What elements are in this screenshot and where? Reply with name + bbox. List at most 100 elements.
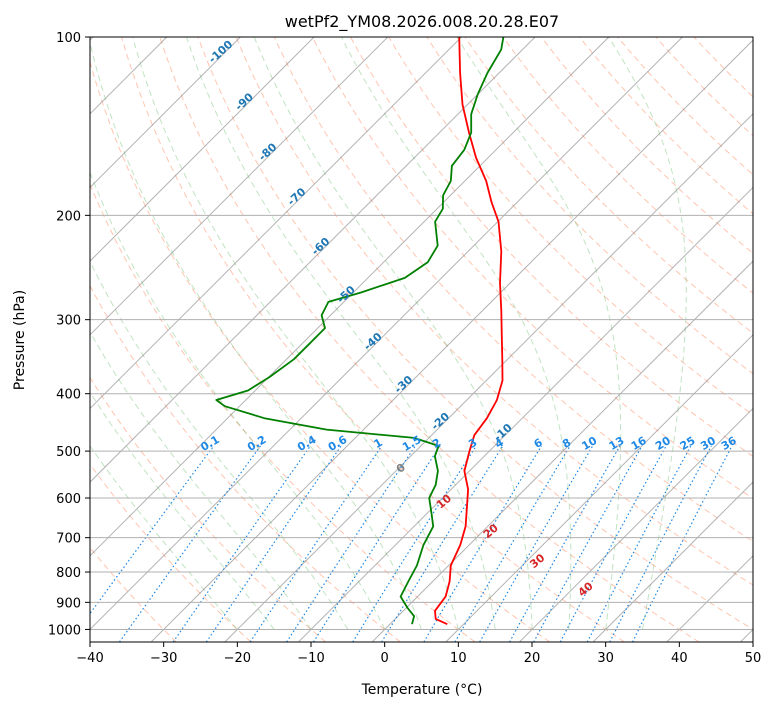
isotherm-label-3: -70 [285,185,309,208]
mixing-ratio-label-4: 1 [372,436,385,451]
mixing-ratio-line-12 [509,445,621,642]
moist-adiabat-11 [608,37,687,630]
mixing-ratio-label-16: 30 [698,434,718,453]
y-tick-label-7: 800 [56,566,81,581]
moist-adiabat-6 [132,37,459,630]
moist-adiabat-1 [90,391,275,630]
moist-adiabat-3 [90,260,349,630]
mixing-ratio-label-12: 13 [607,434,627,453]
x-tick-label-1: −30 [150,651,177,666]
mixing-ratio-line-4 [249,445,383,642]
y-tick-label-2: 300 [56,314,81,329]
isotherm-line-16 [371,260,753,642]
y-tick-label-1: 200 [56,209,81,224]
x-tick-label-6: 20 [524,651,541,666]
y-tick-label-6: 700 [56,532,81,547]
moist-adiabat-label-3: 30 [527,551,547,571]
chart-title: wetPf2_YM08.2026.008.20.28.E07 [285,12,559,32]
mixing-ratio-line-7 [352,445,477,642]
mixing-ratio-line-0 [90,445,215,615]
mixing-ratio-line-13 [533,445,643,642]
x-tick-label-0: −40 [76,651,103,666]
moist-adiabat-7 [186,37,496,630]
mixing-ratio-label-7: 3 [466,436,479,451]
isotherm-line-10 [90,37,536,483]
mixing-ratio-line-2 [172,445,311,642]
mixing-ratio-label-11: 10 [580,434,600,453]
profile-line-0 [434,37,504,626]
isotherm-line-17 [445,334,753,642]
mixing-ratio-line-6 [312,445,441,642]
moist-adiabat-4 [90,171,386,630]
x-tick-label-4: 0 [381,651,389,666]
x-tick-label-3: −10 [297,651,324,666]
dry-adiabat-17 [541,37,753,254]
mixing-ratio-line-1 [119,445,261,642]
dry-adiabat-20 [655,37,753,137]
dry-adiabat-5 [90,60,551,642]
isotherm-label-8: -20 [429,410,453,433]
isotherm-line-15 [297,186,753,642]
dry-adiabat-9 [235,37,753,586]
moist-adiabat-9 [340,37,572,630]
y-tick-label-9: 1000 [48,623,81,638]
mixing-ratio-line-8 [381,445,504,642]
isotherm-line-18 [518,407,753,642]
isotherm-label-4: -60 [309,235,333,258]
isotherm-line-14 [224,113,753,642]
isotherm-line-11 [90,37,610,557]
mixing-ratio-label-14: 20 [653,434,673,453]
mixing-ratio-line-15 [586,445,692,642]
mixing-ratio-label-15: 25 [678,434,698,453]
dry-adiabat-19 [617,37,753,176]
isotherm-line-19 [592,481,753,642]
mixing-ratio-line-5 [286,445,416,642]
isotherm-label-2: -80 [256,140,280,163]
moist-adiabat-label-1: 10 [434,492,454,512]
x-tick-label-8: 40 [671,651,688,666]
isotherm-line-8 [90,37,389,336]
isotherm-label-1: -90 [233,90,257,113]
moist-adiabat-label-2: 20 [481,521,501,541]
profile-line-1 [215,37,505,625]
x-tick-label-7: 30 [597,651,614,666]
mixing-ratio-label-13: 16 [629,434,649,453]
plot-frame [89,36,754,643]
mixing-ratio-line-17 [632,445,733,642]
mixing-ratio-line-14 [559,445,667,642]
x-tick-label-9: 50 [745,651,762,666]
dry-adiabat-12 [350,37,753,458]
isotherm-label-5: -50 [334,283,358,306]
isotherm-label-6: -40 [361,330,385,353]
dry-adiabat-15 [464,37,753,334]
moist-adiabat-8 [253,37,533,630]
dry-adiabat-1 [90,463,252,642]
mixing-ratio-line-9 [423,445,543,642]
moist-adiabat-label-0: 0 [394,461,408,476]
isotherm-line-12 [90,37,684,631]
dry-adiabat-2 [90,376,327,642]
moist-adiabat-0 [90,445,238,630]
dry-adiabat-6 [121,37,625,642]
dry-adiabat-8 [197,37,753,630]
dry-adiabat-13 [388,37,753,416]
dry-adiabat-16 [502,37,753,294]
mixing-ratio-label-17: 36 [719,434,739,453]
dry-adiabat-7 [159,37,700,642]
dry-adiabat-3 [90,284,401,642]
x-tick-label-2: −20 [224,651,251,666]
y-tick-label-4: 500 [56,445,81,460]
x-axis-label: Temperature (°C) [361,682,483,698]
isotherm-line-7 [90,37,315,262]
mixing-ratio-label-9: 6 [532,436,545,451]
mixing-ratio-line-3 [205,445,342,642]
isotherm-line-5 [90,37,168,115]
x-tick-label-5: 10 [450,651,467,666]
mixing-ratio-line-16 [609,445,712,642]
dry-adiabat-22 [770,37,775,642]
dry-adiabat-4 [90,183,476,642]
dry-adiabat-10 [273,37,753,543]
isotherm-label-7: -30 [392,373,416,396]
isotherm-line-9 [90,37,463,410]
